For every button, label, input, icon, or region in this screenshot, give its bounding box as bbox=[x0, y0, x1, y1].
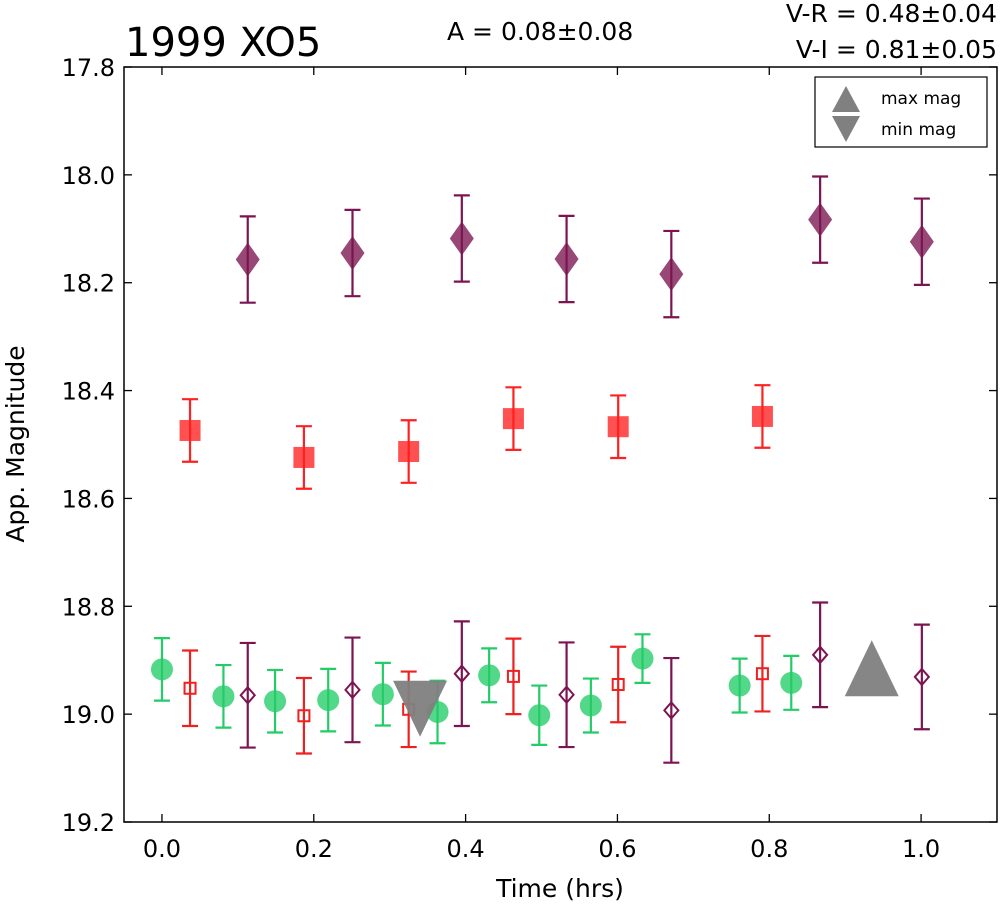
x-tick-label: 0.4 bbox=[447, 835, 485, 863]
data-point-diamond bbox=[663, 700, 680, 720]
data-point-diamond bbox=[909, 224, 934, 259]
data-point-diamond bbox=[340, 236, 365, 271]
x-tick-label: 0.0 bbox=[143, 835, 181, 863]
data-point-diamond bbox=[659, 257, 684, 292]
y-tick-label: 18.4 bbox=[62, 378, 115, 406]
series-4 bbox=[239, 601, 931, 764]
data-point-circle bbox=[478, 664, 501, 687]
data-point-diamond bbox=[808, 202, 833, 237]
data-point-square bbox=[179, 419, 201, 441]
series-3 bbox=[182, 634, 771, 755]
data-point-diamond bbox=[558, 685, 575, 705]
data-point-diamond bbox=[344, 680, 361, 700]
amplitude-label: A = 0.08±0.08 bbox=[447, 17, 633, 46]
plot-area bbox=[150, 175, 934, 764]
data-point-square bbox=[611, 677, 625, 691]
y-tick-label: 18.2 bbox=[62, 270, 115, 298]
data-point-square bbox=[502, 408, 524, 430]
y-axis-label: App. Magnitude bbox=[1, 345, 30, 542]
data-point-circle bbox=[371, 683, 394, 706]
min-mag-marker bbox=[393, 680, 448, 737]
data-point-circle bbox=[528, 704, 551, 727]
data-point-diamond bbox=[913, 667, 931, 687]
data-point-circle bbox=[317, 689, 340, 712]
data-point-circle bbox=[579, 694, 602, 717]
series-2 bbox=[150, 633, 803, 746]
data-point-square bbox=[398, 441, 420, 463]
data-point-square bbox=[607, 416, 629, 438]
data-point-diamond bbox=[811, 645, 829, 665]
y-tick-label: 19.0 bbox=[62, 701, 115, 729]
data-point-square bbox=[297, 709, 311, 723]
data-point-diamond bbox=[235, 242, 260, 277]
y-tick-label: 18.6 bbox=[62, 485, 115, 513]
data-point-circle bbox=[780, 671, 803, 694]
series-0 bbox=[235, 175, 934, 319]
x-axis: 0.0 0.2 0.4 0.6 0.8 1.0 bbox=[143, 67, 940, 863]
x-tick-label: 0.8 bbox=[750, 835, 788, 863]
x-axis-label: Time (hrs) bbox=[495, 874, 624, 903]
color-index-vr: V-R = 0.48±0.04 bbox=[786, 0, 997, 28]
y-axis: 17.8 18.0 18.2 18.4 18.6 18.8 19.0 19.2 bbox=[62, 54, 997, 837]
data-point-square bbox=[755, 667, 769, 681]
chart-title: 1999 XO5 bbox=[125, 20, 321, 66]
legend: max mag min mag bbox=[814, 76, 988, 148]
data-point-diamond bbox=[239, 685, 257, 705]
data-point-diamond bbox=[554, 241, 579, 276]
legend-label-min-mag: min mag bbox=[881, 120, 956, 140]
legend-max-mag-icon bbox=[832, 86, 860, 112]
y-tick-label: 18.0 bbox=[62, 162, 115, 190]
y-tick-label: 19.2 bbox=[62, 809, 115, 837]
y-tick-label: 18.8 bbox=[62, 593, 115, 621]
x-tick-label: 0.2 bbox=[295, 835, 333, 863]
data-point-circle bbox=[264, 690, 287, 713]
max-mag-marker bbox=[844, 640, 899, 697]
legend-min-mag-icon bbox=[832, 116, 860, 142]
series-1 bbox=[179, 384, 773, 490]
data-point-diamond bbox=[449, 221, 474, 256]
data-point-diamond bbox=[453, 664, 471, 684]
x-tick-label: 0.6 bbox=[598, 835, 636, 863]
color-index-vi: V-I = 0.81±0.05 bbox=[796, 35, 997, 64]
data-point-square bbox=[183, 681, 197, 695]
legend-label-max-mag: max mag bbox=[881, 89, 961, 109]
data-point-circle bbox=[150, 658, 173, 681]
data-point-square bbox=[506, 669, 520, 683]
data-point-square bbox=[751, 405, 773, 427]
data-point-square bbox=[293, 446, 315, 468]
plot-frame bbox=[123, 66, 998, 823]
y-tick-label: 17.8 bbox=[62, 54, 115, 82]
data-point-circle bbox=[728, 674, 751, 697]
x-tick-label: 1.0 bbox=[902, 835, 940, 863]
data-point-circle bbox=[212, 685, 235, 708]
data-point-circle bbox=[631, 647, 654, 670]
